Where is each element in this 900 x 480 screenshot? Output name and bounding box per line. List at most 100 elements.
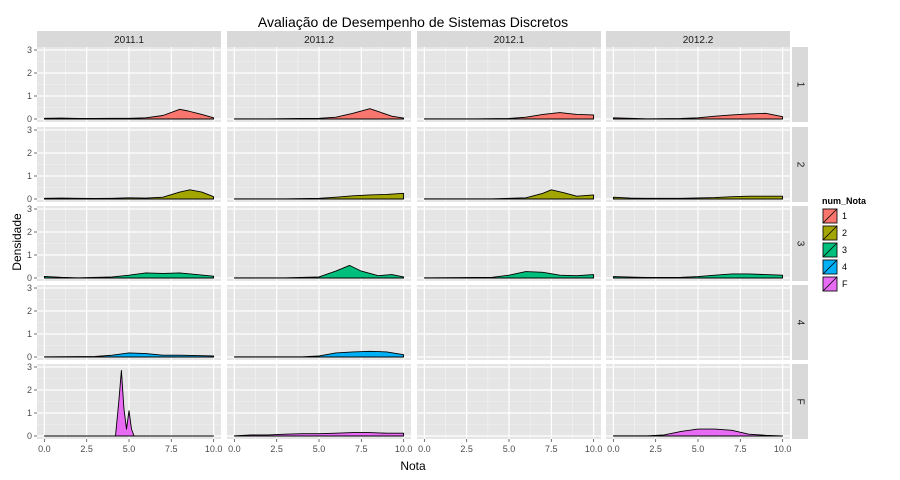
column-strip <box>227 31 411 47</box>
legend-swatch-diagonal <box>822 225 838 241</box>
panel-2011.1-4 <box>37 285 221 360</box>
density-area-2011.1-3 <box>43 272 215 279</box>
column-strip-label: 2011.2 <box>304 35 334 46</box>
y-tick-label: 2 <box>27 68 32 78</box>
density-area-2011.2-2 <box>233 192 405 200</box>
y-tick-label: 1 <box>27 408 32 418</box>
density-area-2012.2-F <box>612 428 784 437</box>
panel-2012.2-F <box>606 364 790 439</box>
row-strip-label: F <box>795 398 806 404</box>
density-area-2011.2-4 <box>233 350 405 358</box>
panel-2012.1-2 <box>417 127 601 202</box>
y-tick-label: 3 <box>27 283 32 293</box>
density-area-2011.2-3 <box>233 264 405 279</box>
x-tick-label: 0.0 <box>38 444 51 454</box>
x-tick-label: 10.0 <box>774 444 792 454</box>
panel-2012.2-2 <box>606 127 790 202</box>
legend-swatch-diagonal <box>822 242 838 258</box>
y-tick-label: 0 <box>27 114 32 124</box>
column-strip-label: 2012.1 <box>494 35 525 46</box>
row-strip-label: 2 <box>795 162 806 168</box>
density-area-2011.1-F <box>43 369 215 437</box>
x-tick-label: 5.0 <box>692 444 705 454</box>
x-tick-label: 10.0 <box>205 444 223 454</box>
density-area-2011.1-2 <box>43 189 215 200</box>
panel-2011.2-1 <box>227 47 411 122</box>
panel-2012.2-3 <box>606 206 790 281</box>
x-tick-label: 5.0 <box>123 444 136 454</box>
column-strip-label: 2011.1 <box>114 35 144 46</box>
column-strip <box>417 31 601 47</box>
y-tick-label: 3 <box>27 204 32 214</box>
row-strip-label: 4 <box>795 320 806 326</box>
panel-2012.2-4 <box>606 285 790 360</box>
y-tick-label: 1 <box>27 171 32 181</box>
x-tick-label: 5.0 <box>313 444 326 454</box>
panel-2011.2-4 <box>227 285 411 360</box>
column-strip-label: 2012.2 <box>683 35 714 46</box>
density-area-2011.2-1 <box>233 108 405 120</box>
density-area-2012.2-1 <box>612 112 784 120</box>
x-tick-label: 2.5 <box>80 444 93 454</box>
x-axis-title: Nota <box>400 459 426 473</box>
x-tick-label: 0.0 <box>228 444 241 454</box>
y-axis-title: Densidade <box>10 213 24 271</box>
y-tick-label: 3 <box>27 45 32 55</box>
legend-swatch-diagonal <box>822 276 838 292</box>
legend: num_Nota 1 2 3 4 F <box>822 196 867 292</box>
y-tick-label: 2 <box>27 306 32 316</box>
y-tick-label: 2 <box>27 148 32 158</box>
y-tick-label: 3 <box>27 125 32 135</box>
legend-label-2: 2 <box>842 228 847 238</box>
legend-label-1: 1 <box>842 211 847 221</box>
density-area-2011.1-4 <box>43 352 215 358</box>
x-tick-label: 0.0 <box>418 444 431 454</box>
panel-2011.2-3 <box>227 206 411 281</box>
row-strip <box>792 206 808 281</box>
y-tick-label: 0 <box>27 352 32 362</box>
y-tick-label: 0 <box>27 431 32 441</box>
density-area-2012.2-3 <box>612 273 784 279</box>
panel-2011.2-F <box>227 364 411 439</box>
row-strip <box>792 127 808 202</box>
y-tick-label: 1 <box>27 250 32 260</box>
row-strip-label: 1 <box>795 82 806 88</box>
x-tick-label: 10.0 <box>585 444 603 454</box>
panel-2011.1-3 <box>37 206 221 281</box>
panel-2012.1-1 <box>417 47 601 122</box>
x-tick-label: 0.0 <box>607 444 620 454</box>
legend-label-4: 4 <box>842 262 847 272</box>
y-tick-label: 2 <box>27 227 32 237</box>
facet-panels: 2011.1 2011.2 2012.1 2012.21234F01230123012… <box>27 31 808 441</box>
y-tick-label: 3 <box>27 362 32 372</box>
chart-title: Avaliação de Desempenho de Sistemas Disc… <box>258 14 568 30</box>
x-axis-ticks: 0.0 2.5 5.0 7.5 10.0 0.0 2.5 5.0 7.5 10.0 0.0 2.5 5.… <box>38 439 791 454</box>
x-tick-label: 7.5 <box>734 444 747 454</box>
x-tick-label: 2.5 <box>460 444 473 454</box>
density-area-2011.1-1 <box>43 108 215 120</box>
y-tick-label: 2 <box>27 385 32 395</box>
panel-2012.1-F <box>417 364 601 439</box>
column-strip <box>606 31 790 47</box>
density-area-2011.2-F <box>233 432 405 437</box>
row-strip <box>792 364 808 439</box>
x-tick-label: 7.5 <box>355 444 368 454</box>
y-tick-label: 0 <box>27 273 32 283</box>
x-tick-label: 7.5 <box>545 444 558 454</box>
legend-title: num_Nota <box>822 196 867 206</box>
x-tick-label: 5.0 <box>503 444 516 454</box>
density-area-2012.1-2 <box>423 189 595 200</box>
row-strip <box>792 47 808 122</box>
panel-2012.1-4 <box>417 285 601 360</box>
y-tick-label: 1 <box>27 91 32 101</box>
legend-label-3: 3 <box>842 245 847 255</box>
x-tick-label: 7.5 <box>165 444 178 454</box>
panel-2012.1-3 <box>417 206 601 281</box>
panel-2011.2-2 <box>227 127 411 202</box>
row-strip <box>792 285 808 360</box>
legend-swatch-diagonal <box>822 208 838 224</box>
legend-swatch-diagonal <box>822 259 838 275</box>
legend-label-F: F <box>842 279 848 289</box>
density-area-2012.1-1 <box>423 112 595 120</box>
